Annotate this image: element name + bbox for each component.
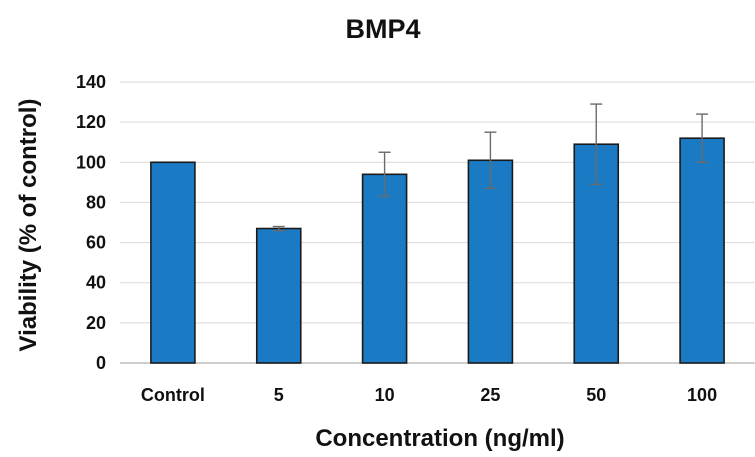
y-tick-label: 60 bbox=[86, 233, 106, 253]
y-tick-label: 140 bbox=[76, 72, 106, 92]
x-tick-labels: Control 5 10 25 50 100 bbox=[141, 385, 717, 405]
bar-10 bbox=[361, 173, 408, 364]
y-axis-title: Viability (% of control) bbox=[15, 99, 42, 352]
gridlines bbox=[120, 81, 755, 364]
x-tick-label: 10 bbox=[375, 385, 395, 405]
bar-100 bbox=[679, 137, 725, 364]
y-tick-label: 120 bbox=[76, 112, 106, 132]
error-bar-10 bbox=[378, 151, 391, 198]
error-bar-100 bbox=[696, 113, 709, 163]
chart-title: BMP4 bbox=[345, 14, 420, 44]
x-tick-label: 100 bbox=[687, 385, 717, 405]
y-tick-label: 100 bbox=[76, 152, 106, 172]
error-bar-50 bbox=[590, 103, 603, 186]
y-tick-label: 80 bbox=[86, 192, 106, 212]
error-bars bbox=[272, 103, 709, 232]
x-tick-label: 5 bbox=[274, 385, 284, 405]
x-axis-title: Concentration (ng/ml) bbox=[315, 425, 564, 452]
bar-5 bbox=[255, 227, 302, 364]
y-tick-label: 20 bbox=[86, 313, 106, 333]
y-tick-label: 0 bbox=[96, 353, 106, 373]
bars bbox=[150, 137, 725, 364]
bar-Control bbox=[150, 161, 196, 364]
error-bar-5 bbox=[272, 225, 285, 232]
y-tick-labels: 0 20 40 60 80 100 120 140 bbox=[76, 72, 106, 373]
x-tick-label: 25 bbox=[480, 385, 500, 405]
bar-25 bbox=[467, 159, 514, 364]
x-tick-label: 50 bbox=[586, 385, 606, 405]
x-tick-label: Control bbox=[141, 385, 205, 405]
y-tick-label: 40 bbox=[86, 273, 106, 293]
error-bar-25 bbox=[484, 131, 497, 190]
